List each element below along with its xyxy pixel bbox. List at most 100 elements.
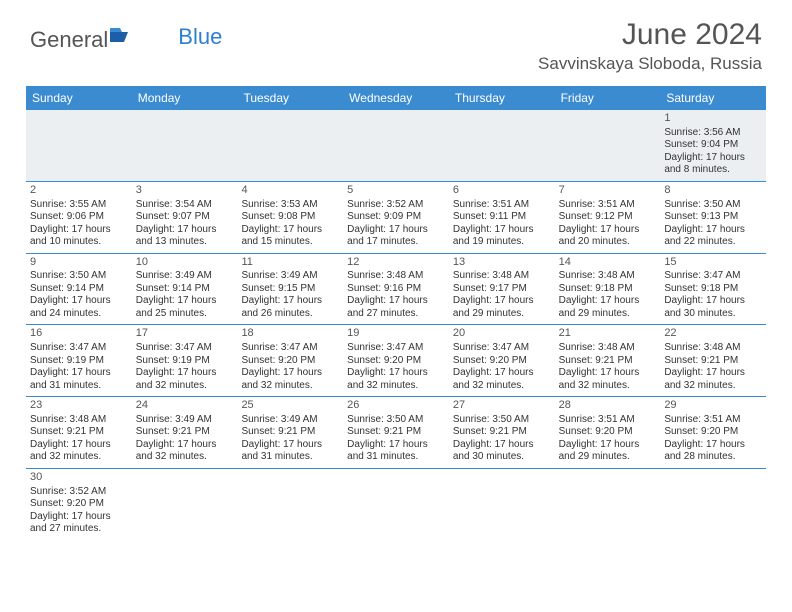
daylight-text: Daylight: 17 hours and 24 minutes. <box>30 295 128 320</box>
daylight-text: Daylight: 17 hours and 19 minutes. <box>453 224 551 249</box>
calendar-cell: 6Sunrise: 3:51 AMSunset: 9:11 PMDaylight… <box>449 182 555 253</box>
day-number: 15 <box>664 256 762 270</box>
calendar-week: 23Sunrise: 3:48 AMSunset: 9:21 PMDayligh… <box>26 397 766 469</box>
day-header-cell: Tuesday <box>237 86 343 110</box>
day-header-cell: Wednesday <box>343 86 449 110</box>
sunrise-text: Sunrise: 3:47 AM <box>453 342 551 355</box>
calendar-cell: 14Sunrise: 3:48 AMSunset: 9:18 PMDayligh… <box>555 254 661 325</box>
day-header-cell: Friday <box>555 86 661 110</box>
day-header-cell: Monday <box>132 86 238 110</box>
calendar-cell: 26Sunrise: 3:50 AMSunset: 9:21 PMDayligh… <box>343 397 449 468</box>
sunset-text: Sunset: 9:20 PM <box>453 355 551 368</box>
sunrise-text: Sunrise: 3:50 AM <box>30 270 128 283</box>
sunrise-text: Sunrise: 3:47 AM <box>30 342 128 355</box>
sunset-text: Sunset: 9:21 PM <box>136 426 234 439</box>
daylight-text: Daylight: 17 hours and 32 minutes. <box>559 367 657 392</box>
calendar-cell: 22Sunrise: 3:48 AMSunset: 9:21 PMDayligh… <box>660 325 766 396</box>
sunrise-text: Sunrise: 3:50 AM <box>664 199 762 212</box>
calendar-cell <box>449 110 555 181</box>
calendar-cell: 13Sunrise: 3:48 AMSunset: 9:17 PMDayligh… <box>449 254 555 325</box>
sunset-text: Sunset: 9:20 PM <box>241 355 339 368</box>
daylight-text: Daylight: 17 hours and 31 minutes. <box>241 439 339 464</box>
calendar-cell <box>237 110 343 181</box>
daylight-text: Daylight: 17 hours and 27 minutes. <box>30 511 128 536</box>
day-number: 10 <box>136 256 234 270</box>
daylight-text: Daylight: 17 hours and 28 minutes. <box>664 439 762 464</box>
sunset-text: Sunset: 9:18 PM <box>559 283 657 296</box>
daylight-text: Daylight: 17 hours and 17 minutes. <box>347 224 445 249</box>
calendar-cell: 9Sunrise: 3:50 AMSunset: 9:14 PMDaylight… <box>26 254 132 325</box>
sunset-text: Sunset: 9:16 PM <box>347 283 445 296</box>
calendar-cell: 17Sunrise: 3:47 AMSunset: 9:19 PMDayligh… <box>132 325 238 396</box>
sunrise-text: Sunrise: 3:54 AM <box>136 199 234 212</box>
sunrise-text: Sunrise: 3:56 AM <box>664 127 762 140</box>
day-number: 7 <box>559 184 657 198</box>
day-number: 28 <box>559 399 657 413</box>
sunrise-text: Sunrise: 3:48 AM <box>559 270 657 283</box>
calendar-cell: 30Sunrise: 3:52 AMSunset: 9:20 PMDayligh… <box>26 469 132 540</box>
sunrise-text: Sunrise: 3:47 AM <box>664 270 762 283</box>
day-number: 6 <box>453 184 551 198</box>
title-block: June 2024 Savvinskaya Sloboda, Russia <box>538 18 762 74</box>
day-number: 19 <box>347 327 445 341</box>
day-header-cell: Sunday <box>26 86 132 110</box>
sunrise-text: Sunrise: 3:52 AM <box>347 199 445 212</box>
sunset-text: Sunset: 9:15 PM <box>241 283 339 296</box>
sunset-text: Sunset: 9:19 PM <box>30 355 128 368</box>
sunset-text: Sunset: 9:06 PM <box>30 211 128 224</box>
day-number: 20 <box>453 327 551 341</box>
day-number: 16 <box>30 327 128 341</box>
calendar-cell <box>555 469 661 540</box>
day-number: 29 <box>664 399 762 413</box>
daylight-text: Daylight: 17 hours and 32 minutes. <box>136 367 234 392</box>
sunrise-text: Sunrise: 3:50 AM <box>347 414 445 427</box>
sunset-text: Sunset: 9:21 PM <box>453 426 551 439</box>
calendar-cell: 4Sunrise: 3:53 AMSunset: 9:08 PMDaylight… <box>237 182 343 253</box>
sunrise-text: Sunrise: 3:48 AM <box>559 342 657 355</box>
day-header-cell: Saturday <box>660 86 766 110</box>
day-number: 26 <box>347 399 445 413</box>
sunrise-text: Sunrise: 3:52 AM <box>30 486 128 499</box>
sunset-text: Sunset: 9:14 PM <box>30 283 128 296</box>
sunrise-text: Sunrise: 3:49 AM <box>136 414 234 427</box>
daylight-text: Daylight: 17 hours and 30 minutes. <box>453 439 551 464</box>
daylight-text: Daylight: 17 hours and 30 minutes. <box>664 295 762 320</box>
calendar-cell <box>132 110 238 181</box>
calendar-cell <box>343 469 449 540</box>
sunset-text: Sunset: 9:20 PM <box>30 498 128 511</box>
day-number: 3 <box>136 184 234 198</box>
daylight-text: Daylight: 17 hours and 32 minutes. <box>347 367 445 392</box>
sunrise-text: Sunrise: 3:55 AM <box>30 199 128 212</box>
daylight-text: Daylight: 17 hours and 25 minutes. <box>136 295 234 320</box>
sunset-text: Sunset: 9:17 PM <box>453 283 551 296</box>
sunrise-text: Sunrise: 3:48 AM <box>664 342 762 355</box>
calendar-cell: 27Sunrise: 3:50 AMSunset: 9:21 PMDayligh… <box>449 397 555 468</box>
day-number: 24 <box>136 399 234 413</box>
day-number: 13 <box>453 256 551 270</box>
sunset-text: Sunset: 9:14 PM <box>136 283 234 296</box>
calendar-cell <box>26 110 132 181</box>
sunset-text: Sunset: 9:09 PM <box>347 211 445 224</box>
sunrise-text: Sunrise: 3:51 AM <box>559 414 657 427</box>
calendar-week: 9Sunrise: 3:50 AMSunset: 9:14 PMDaylight… <box>26 254 766 326</box>
daylight-text: Daylight: 17 hours and 32 minutes. <box>136 439 234 464</box>
calendar-cell: 8Sunrise: 3:50 AMSunset: 9:13 PMDaylight… <box>660 182 766 253</box>
sunset-text: Sunset: 9:08 PM <box>241 211 339 224</box>
calendar-cell: 3Sunrise: 3:54 AMSunset: 9:07 PMDaylight… <box>132 182 238 253</box>
daylight-text: Daylight: 17 hours and 10 minutes. <box>30 224 128 249</box>
calendar-cell: 11Sunrise: 3:49 AMSunset: 9:15 PMDayligh… <box>237 254 343 325</box>
sunset-text: Sunset: 9:13 PM <box>664 211 762 224</box>
sunrise-text: Sunrise: 3:49 AM <box>241 414 339 427</box>
sunrise-text: Sunrise: 3:47 AM <box>241 342 339 355</box>
daylight-text: Daylight: 17 hours and 29 minutes. <box>559 439 657 464</box>
sunrise-text: Sunrise: 3:51 AM <box>664 414 762 427</box>
sunrise-text: Sunrise: 3:53 AM <box>241 199 339 212</box>
calendar-cell <box>449 469 555 540</box>
calendar-cell: 10Sunrise: 3:49 AMSunset: 9:14 PMDayligh… <box>132 254 238 325</box>
sunrise-text: Sunrise: 3:48 AM <box>347 270 445 283</box>
daylight-text: Daylight: 17 hours and 13 minutes. <box>136 224 234 249</box>
daylight-text: Daylight: 17 hours and 22 minutes. <box>664 224 762 249</box>
sunrise-text: Sunrise: 3:47 AM <box>136 342 234 355</box>
daylight-text: Daylight: 17 hours and 32 minutes. <box>453 367 551 392</box>
sunset-text: Sunset: 9:18 PM <box>664 283 762 296</box>
